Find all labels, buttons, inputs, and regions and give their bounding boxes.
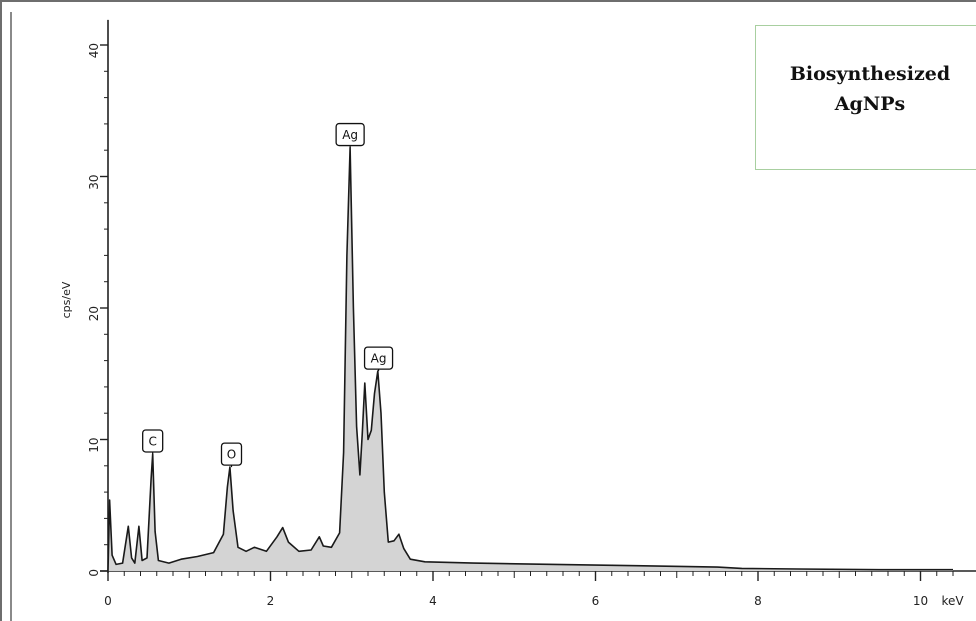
peak-label-box <box>335 122 365 147</box>
plot-area <box>107 146 953 572</box>
peak-label-text: C <box>148 434 156 448</box>
x-tick-label: 6 <box>592 594 600 608</box>
legend-text: Biosynthesized AgNPs <box>790 59 950 119</box>
x-tick-label: 8 <box>754 594 762 608</box>
peak-label-box <box>363 346 394 370</box>
peak-label-text: Ag <box>342 128 358 142</box>
y-tick-label: 20 <box>87 306 101 321</box>
spectrum-fill <box>108 147 953 571</box>
y-tick-label: 0 <box>87 569 101 577</box>
x-tick-label: 10 <box>913 594 928 608</box>
peak-label: Ag <box>335 122 365 148</box>
peak-label-text: O <box>227 448 236 462</box>
peak-label-box <box>220 442 243 466</box>
y-tick-label: 30 <box>87 175 101 190</box>
peak-label-box <box>142 429 164 453</box>
legend-box: Biosynthesized AgNPs <box>755 25 976 170</box>
peak-label: C <box>142 429 164 454</box>
x-tick-label: 2 <box>267 594 275 608</box>
y-tick-label: 40 <box>87 43 101 58</box>
spectrum-line <box>107 146 953 572</box>
peak-label-text: Ag <box>371 352 387 366</box>
x-tick-label: 0 <box>104 594 112 608</box>
peak-label: O <box>220 442 243 468</box>
y-tick-label: 10 <box>87 438 101 453</box>
legend-line-1: Biosynthesized <box>789 62 951 85</box>
x-unit-label: keV <box>941 594 964 608</box>
peak-labels: C O Ag Ag <box>142 122 394 468</box>
legend-line-2: AgNPs <box>834 92 906 115</box>
x-tick-label: 4 <box>429 594 437 608</box>
peak-label: Ag <box>363 346 394 372</box>
y-axis-label: cps/eV <box>60 281 73 318</box>
frame-inner-line <box>10 12 12 621</box>
